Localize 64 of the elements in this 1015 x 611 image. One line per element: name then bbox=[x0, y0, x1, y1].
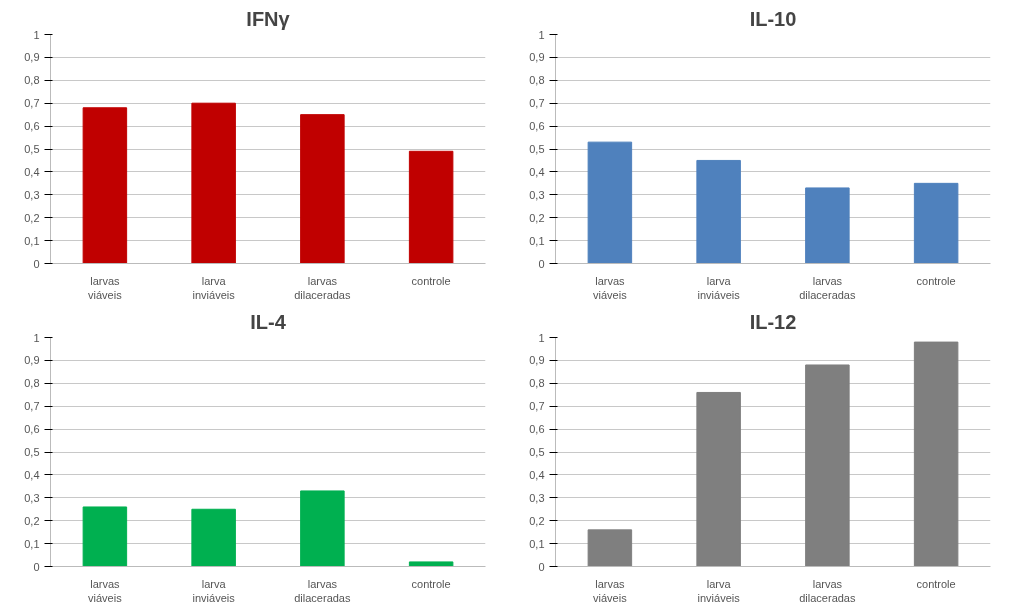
y-tick-label: 0,6 bbox=[24, 120, 40, 133]
x-tick-label: larva inviáveis bbox=[192, 274, 236, 301]
y-tick-label: 0,4 bbox=[24, 468, 40, 481]
x-tick-label: larvas viáveis bbox=[88, 274, 123, 301]
y-tick-label: 0 bbox=[538, 257, 545, 270]
y-tick-label: 0,7 bbox=[529, 97, 545, 110]
y-tick-label: 0,7 bbox=[529, 400, 545, 413]
y-tick-label: 0,5 bbox=[24, 143, 40, 155]
chart-title: IL-4 bbox=[250, 310, 287, 333]
y-tick-label: 0,1 bbox=[529, 234, 545, 247]
y-tick-label: 0,2 bbox=[24, 211, 40, 224]
y-tick-label: 0,8 bbox=[24, 74, 40, 87]
y-tick-label: 0,9 bbox=[529, 354, 545, 367]
x-tick-label: larva inviáveis bbox=[697, 274, 741, 301]
chart-title: IL-10 bbox=[749, 7, 797, 30]
y-tick-label: 0,5 bbox=[24, 446, 40, 458]
y-tick-label: 0,2 bbox=[529, 211, 545, 224]
y-tick-label: 0,5 bbox=[529, 143, 545, 155]
x-tick-label: controle bbox=[916, 274, 956, 287]
y-tick-label: 0,8 bbox=[529, 377, 545, 390]
y-tick-label: 0,9 bbox=[24, 354, 40, 367]
y-tick-label: 0,9 bbox=[24, 51, 40, 64]
y-tick-label: 0,7 bbox=[24, 400, 40, 413]
y-tick-label: 0,3 bbox=[24, 491, 40, 504]
chart-title: IFNγ bbox=[246, 7, 291, 30]
x-tick-label: larvas dilaceradas bbox=[294, 577, 351, 604]
y-tick-label: 0,6 bbox=[24, 423, 40, 436]
y-tick-label: 1 bbox=[33, 331, 40, 344]
y-tick-label: 0,6 bbox=[529, 423, 545, 436]
x-tick-label: controle bbox=[411, 577, 451, 590]
y-tick-label: 0,7 bbox=[24, 97, 40, 110]
y-tick-label: 0,5 bbox=[529, 446, 545, 458]
x-tick-label: larva inviáveis bbox=[697, 577, 741, 604]
y-tick-label: 0,2 bbox=[24, 514, 40, 527]
y-tick-label: 0 bbox=[538, 560, 545, 573]
x-tick-label: larvas viáveis bbox=[88, 577, 123, 604]
x-tick-label: larvas viáveis bbox=[593, 577, 628, 604]
y-tick-label: 0,9 bbox=[529, 51, 545, 64]
y-tick-label: 0,4 bbox=[529, 468, 545, 481]
y-tick-label: 1 bbox=[538, 28, 545, 41]
x-tick-label: larvas dilaceradas bbox=[799, 274, 856, 301]
y-tick-label: 0,4 bbox=[529, 165, 545, 178]
chart-title: IL-12 bbox=[749, 310, 797, 333]
y-tick-label: 0,1 bbox=[24, 537, 40, 550]
y-tick-label: 0,4 bbox=[24, 165, 40, 178]
y-tick-label: 0,8 bbox=[24, 377, 40, 390]
y-tick-label: 0,3 bbox=[24, 188, 40, 201]
x-tick-label: controle bbox=[411, 274, 451, 287]
y-tick-label: 0,6 bbox=[529, 120, 545, 133]
x-tick-label: controle bbox=[916, 577, 956, 590]
x-tick-label: larva inviáveis bbox=[192, 577, 236, 604]
y-tick-label: 0,1 bbox=[529, 537, 545, 550]
y-tick-label: 1 bbox=[33, 28, 40, 41]
y-tick-label: 0,2 bbox=[529, 514, 545, 527]
y-tick-label: 0,1 bbox=[24, 234, 40, 247]
y-tick-label: 0,3 bbox=[529, 491, 545, 504]
x-tick-label: larvas dilaceradas bbox=[294, 274, 351, 301]
y-tick-label: 0 bbox=[33, 560, 40, 573]
y-tick-label: 0,3 bbox=[529, 188, 545, 201]
y-tick-label: 1 bbox=[538, 331, 545, 344]
y-tick-label: 0 bbox=[33, 257, 40, 270]
x-tick-label: larvas dilaceradas bbox=[799, 577, 856, 604]
x-tick-label: larvas viáveis bbox=[593, 274, 628, 301]
y-tick-label: 0,8 bbox=[529, 74, 545, 87]
